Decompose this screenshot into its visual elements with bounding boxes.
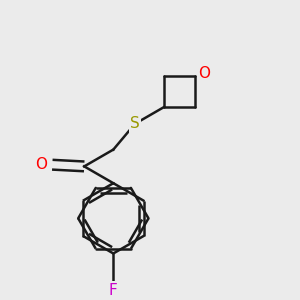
Text: S: S [130,116,140,131]
Text: O: O [198,66,210,81]
Text: F: F [109,283,118,298]
Text: O: O [36,157,48,172]
